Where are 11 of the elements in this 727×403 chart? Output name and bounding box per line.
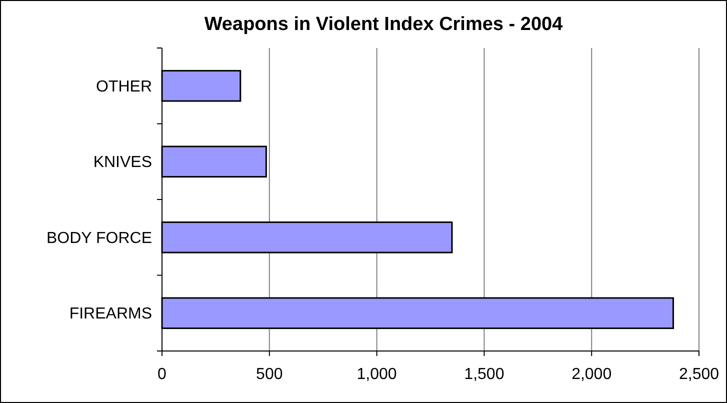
x-tick-label: 2,500 (678, 366, 720, 383)
x-tick-label: 2,000 (572, 366, 612, 383)
x-tick-label: 500 (256, 366, 283, 383)
y-tick-label: KNIVES (93, 154, 152, 172)
x-tick-label: 1,000 (356, 366, 397, 383)
y-tick-label: BODY FORCE (46, 230, 152, 247)
y-tick-label: FIREARMS (69, 306, 152, 323)
chart-title: Weapons in Violent Index Crimes - 2004 (204, 14, 564, 35)
y-tick-label: OTHER (96, 78, 152, 96)
x-tick-label: 1,500 (464, 366, 504, 383)
x-tick-label: 0 (158, 366, 167, 383)
